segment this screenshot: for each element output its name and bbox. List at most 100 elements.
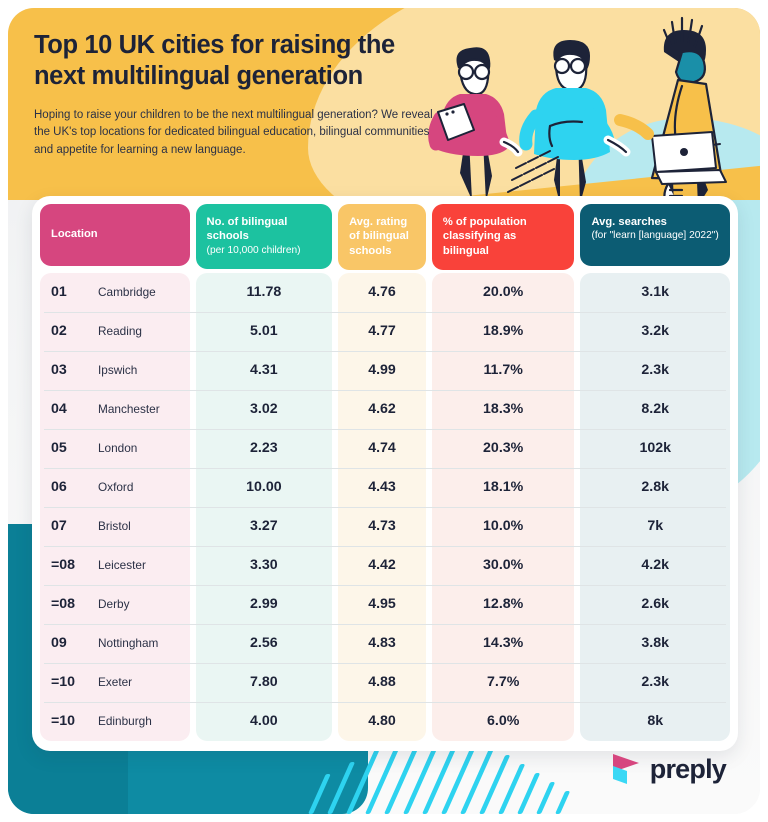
table-row[interactable]: 01 Cambridge 11.78 4.76 20.0% 3.1k <box>40 273 730 312</box>
city-name: Leicester <box>98 558 146 573</box>
cell-rating: 4.88 <box>368 674 396 691</box>
table-row[interactable]: =08 Derby 2.99 4.95 12.8% 2.6k <box>40 584 730 624</box>
table-row[interactable]: 05 London 2.23 4.74 20.3% 102k <box>40 428 730 468</box>
rank-label: =10 <box>51 713 76 730</box>
cell-searches: 2.6k <box>641 596 670 613</box>
stripe-decoration <box>555 791 571 814</box>
cell-rating: 4.76 <box>368 284 396 301</box>
column-header-label: % of population classifying as bilingual <box>442 216 527 257</box>
cell-rating: 4.95 <box>368 596 396 613</box>
cell-location: 01 Cambridge <box>40 273 190 312</box>
rank-label: 02 <box>51 323 67 340</box>
page-subtitle: Hoping to raise your children to be the … <box>34 109 433 156</box>
table-row[interactable]: =10 Edinburgh 4.00 4.80 6.0% 8k <box>40 701 730 741</box>
table-row[interactable]: =08 Leicester 3.30 4.42 30.0% 4.2k <box>40 545 730 585</box>
cell-location: =10 Edinburgh <box>40 702 190 741</box>
cell-rating: 4.99 <box>368 362 396 379</box>
hero-text-block: Top 10 UK cities for raising the next mu… <box>34 30 434 159</box>
table-header-col-4: Avg. searches (for "learn [language] 2022… <box>580 204 730 270</box>
city-name: Manchester <box>98 402 160 417</box>
city-name: Derby <box>98 597 130 612</box>
cell-bilingual_pct: 11.7% <box>483 362 523 379</box>
cell-schools: 4.00 <box>250 713 278 730</box>
rank-label: =08 <box>51 557 76 574</box>
table-row[interactable]: 07 Bristol 3.27 4.73 10.0% 7k <box>40 506 730 546</box>
table-rows-container: 01 Cambridge 11.78 4.76 20.0% 3.1k 02 Reading 5.… <box>40 273 730 741</box>
cell-searches: 2.3k <box>641 362 670 379</box>
table-row[interactable]: 06 Oxford 10.00 4.43 18.1% 2.8k <box>40 467 730 507</box>
cell-location: =10 Exeter <box>40 663 190 702</box>
stripe-decoration <box>346 750 380 814</box>
cell-schools: 3.02 <box>250 401 278 418</box>
rank-label: =10 <box>51 674 76 691</box>
cell-rating: 4.83 <box>368 635 396 652</box>
figure-right-icon <box>603 16 727 200</box>
cell-location: 03 Ipswich <box>40 351 190 390</box>
rank-label: 09 <box>51 635 67 652</box>
cell-searches: 3.2k <box>641 323 670 340</box>
cell-bilingual_pct: 30.0% <box>483 557 524 574</box>
page-title: Top 10 UK cities for raising the next mu… <box>34 31 395 91</box>
preply-logo[interactable]: preply <box>611 752 727 786</box>
cell-schools: 10.00 <box>246 479 282 496</box>
table-header-col-0: Location <box>40 204 190 270</box>
column-header-label: No. of bilingual schools <box>206 216 288 243</box>
cell-rating: 4.42 <box>368 557 396 574</box>
cell-location: 09 Nottingham <box>40 624 190 663</box>
column-header-2[interactable]: Avg. rating of bilingual schools <box>338 204 426 270</box>
city-name: Exeter <box>98 675 133 690</box>
city-name: Bristol <box>98 519 131 534</box>
cell-searches: 102k <box>639 440 671 457</box>
cell-searches: 3.1k <box>641 284 670 301</box>
table-row[interactable]: 03 Ipswich 4.31 4.99 11.7% 2.3k <box>40 350 730 390</box>
column-header-4[interactable]: Avg. searches (for "learn [language] 2022… <box>580 204 730 266</box>
cell-rating: 4.43 <box>368 479 396 496</box>
cell-bilingual_pct: 18.9% <box>483 323 524 340</box>
cell-bilingual_pct: 18.3% <box>483 401 524 418</box>
column-header-label: Avg. searches <box>591 216 667 228</box>
cell-bilingual_pct: 20.0% <box>483 284 524 301</box>
cell-rating: 4.77 <box>368 323 396 340</box>
table-header-row: Location No. of bilingual schools (per 10,… <box>40 204 730 270</box>
cell-searches: 8.2k <box>641 401 670 418</box>
cell-rating: 4.73 <box>368 518 396 535</box>
table-row[interactable]: 02 Reading 5.01 4.77 18.9% 3.2k <box>40 311 730 351</box>
cell-searches: 4.2k <box>641 557 670 574</box>
column-header-sublabel: (for "learn [language] 2022") <box>591 230 719 242</box>
hero-banner: Top 10 UK cities for raising the next mu… <box>8 8 760 200</box>
cell-location: 07 Bristol <box>40 507 190 546</box>
table-header-col-3: % of population classifying as bilingual <box>431 204 575 270</box>
stripe-decoration <box>460 746 496 814</box>
stripe-decoration <box>517 773 541 814</box>
column-header-3[interactable]: % of population classifying as bilingual <box>431 204 575 270</box>
cell-searches: 2.3k <box>641 674 670 691</box>
table-row[interactable]: =10 Exeter 7.80 4.88 7.7% 2.3k <box>40 662 730 702</box>
column-header-label: Avg. rating of bilingual schools <box>349 216 409 257</box>
cell-bilingual_pct: 12.8% <box>483 596 524 613</box>
cell-location: =08 Derby <box>40 585 190 624</box>
cell-schools: 5.01 <box>250 323 278 340</box>
cell-rating: 4.74 <box>368 440 396 457</box>
cell-schools: 3.30 <box>250 557 278 574</box>
column-header-0[interactable]: Location <box>40 204 190 266</box>
preply-play-mark-icon <box>612 754 639 784</box>
city-name: Edinburgh <box>98 714 152 729</box>
rank-label: 04 <box>51 401 67 418</box>
cell-location: 04 Manchester <box>40 390 190 429</box>
stripe-decoration <box>308 774 331 814</box>
cell-schools: 2.99 <box>250 596 278 613</box>
table-row[interactable]: 04 Manchester 3.02 4.62 18.3% 8.2k <box>40 389 730 429</box>
cell-bilingual_pct: 6.0% <box>487 713 520 730</box>
cell-bilingual_pct: 18.1% <box>483 479 524 496</box>
cell-schools: 3.27 <box>250 518 278 535</box>
cell-schools: 2.23 <box>250 440 278 457</box>
table-header-col-2: Avg. rating of bilingual schools <box>338 204 426 270</box>
figure-left-icon <box>428 47 523 200</box>
table-row[interactable]: 09 Nottingham 2.56 4.83 14.3% 3.8k <box>40 623 730 663</box>
cell-schools: 7.80 <box>250 674 278 691</box>
column-header-1[interactable]: No. of bilingual schools (per 10,000 chil… <box>195 204 333 269</box>
rank-label: 03 <box>51 362 67 379</box>
cell-location: 05 London <box>40 429 190 468</box>
city-name: Nottingham <box>98 636 159 651</box>
